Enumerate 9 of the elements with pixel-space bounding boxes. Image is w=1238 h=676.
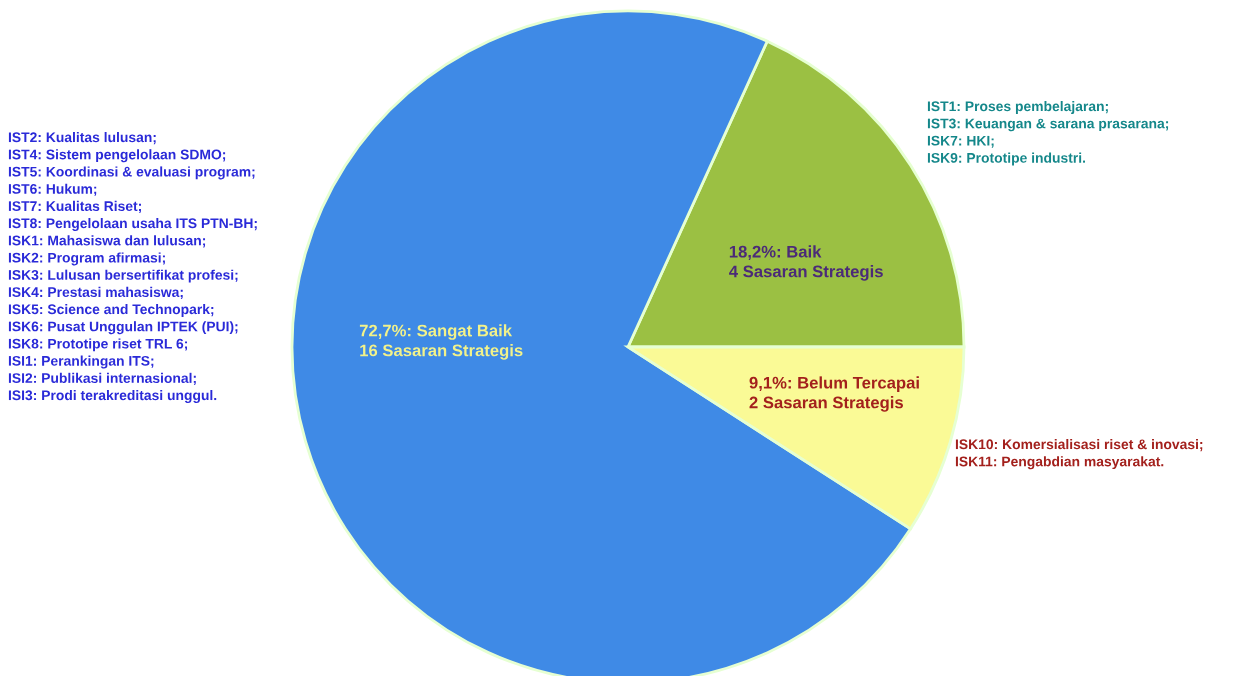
text: 16 Sasaran Strategis	[360, 344, 523, 360]
text: IST2: Kualitas lulusan; IST4: Sistem pengelolaan SDMO; IST5: Koordinasi & evaluasi program; IST6: Hukum; IST7: Kualitas Riset; IST8: Pengelolaan usaha ITS PTN-BH; ISK1: Mahasiswa dan lulusan; ISK2: Program afirmasi; ISK3: Lulusan bersertifikat profesi; ISK4: Prestasi mahasiswa; ISK5: Science and Technopark; ISK6: Pusat Unggulan IPTEK (PUI); ISK8: Prototipe riset TRL 6; ISI1: Perankingan ITS; ISI2: Publikasi internasional; ISI3: Prodi terakreditasi unggul.	[8, 132, 257, 403]
slice-label: 9,1%: Belum Tercapai	[749, 376, 919, 392]
text: 4 Sasaran Strategis	[729, 265, 883, 281]
text: IST1: Proses pembelajaran; IST3: Keuangan & sarana prasarana; ISK7: HKI; ISK9: Prototipe industri.	[927, 101, 1169, 166]
text: ISK10: Komersialisasi riset & inovasi; ISK11: Pengabdian masyarakat.	[955, 439, 1203, 470]
slice-label: 18,2%: Baik	[729, 245, 822, 260]
text: 2 Sasaran Strategis	[749, 396, 903, 412]
slice-label: 72,7%: Sangat Baik	[359, 324, 513, 340]
